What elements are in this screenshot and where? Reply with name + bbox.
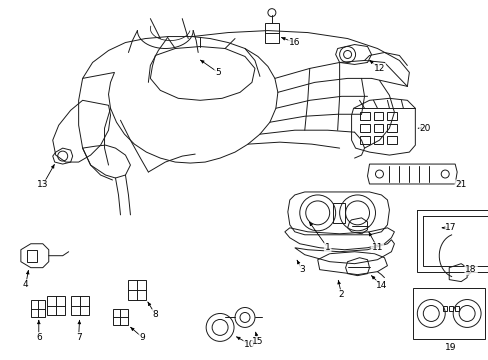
Text: 5: 5 <box>215 68 221 77</box>
Text: 3: 3 <box>298 265 304 274</box>
Bar <box>454 306 458 311</box>
Text: 21: 21 <box>454 180 466 189</box>
Text: 18: 18 <box>465 265 476 274</box>
Bar <box>386 136 397 144</box>
Bar <box>416 210 488 272</box>
Text: 6: 6 <box>36 333 41 342</box>
Bar <box>412 288 484 339</box>
Bar <box>448 306 452 311</box>
Bar <box>27 250 37 262</box>
Text: 14: 14 <box>375 281 386 290</box>
Text: 20: 20 <box>419 124 430 133</box>
Bar <box>373 136 383 144</box>
Text: 17: 17 <box>445 223 456 232</box>
Bar <box>423 216 488 266</box>
Bar <box>359 136 369 144</box>
Text: 7: 7 <box>76 333 81 342</box>
Bar <box>442 306 447 311</box>
Bar <box>359 124 369 132</box>
Bar <box>386 112 397 120</box>
Bar <box>264 23 278 42</box>
Text: 13: 13 <box>37 180 48 189</box>
Text: 12: 12 <box>373 64 385 73</box>
Bar <box>359 112 369 120</box>
Text: 11: 11 <box>371 243 383 252</box>
Bar <box>373 124 383 132</box>
Text: 15: 15 <box>252 337 263 346</box>
Bar <box>373 112 383 120</box>
Text: 10: 10 <box>244 340 255 349</box>
Text: 4: 4 <box>23 280 29 289</box>
Bar <box>332 203 344 223</box>
Text: 9: 9 <box>139 333 145 342</box>
Text: 16: 16 <box>288 38 300 47</box>
Text: 8: 8 <box>152 310 158 319</box>
Text: 1: 1 <box>324 243 330 252</box>
Text: 2: 2 <box>338 290 344 299</box>
Bar <box>386 124 397 132</box>
Text: 19: 19 <box>445 343 456 352</box>
